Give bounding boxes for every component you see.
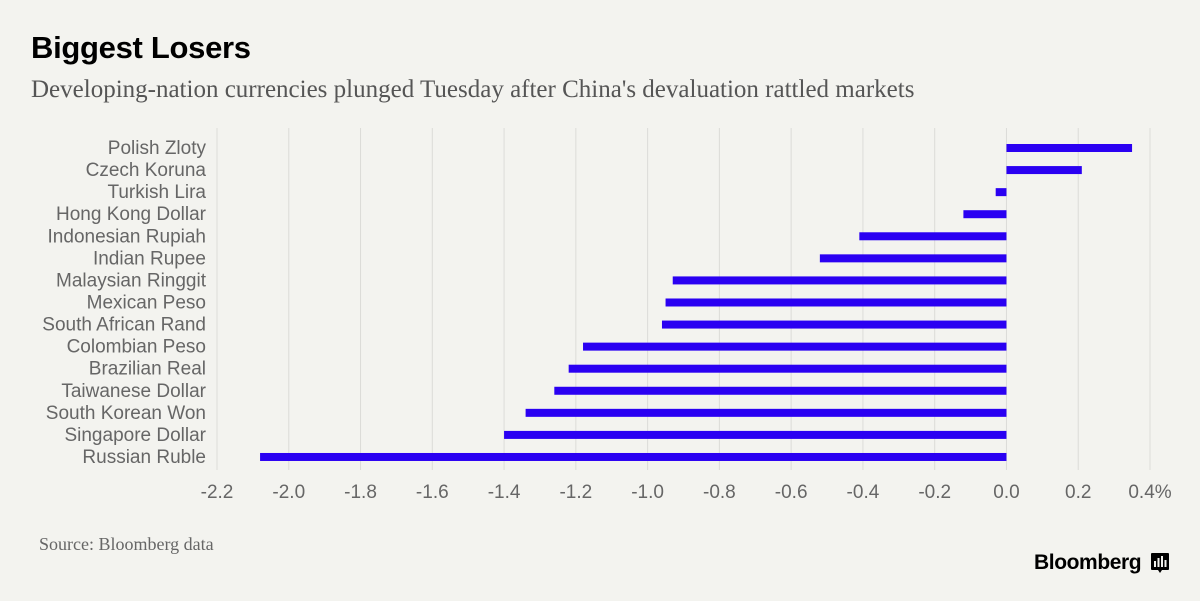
bar xyxy=(568,364,1007,373)
x-tick-label: -2.2 xyxy=(201,482,234,503)
x-tick-label: 0.4% xyxy=(1128,482,1171,503)
bar xyxy=(995,188,1007,197)
category-label: Turkish Lira xyxy=(107,182,206,203)
category-label: Mexican Peso xyxy=(87,292,206,313)
chart-title: Biggest Losers xyxy=(31,30,251,65)
category-label: Singapore Dollar xyxy=(64,425,206,446)
brand-logo: Bloomberg xyxy=(1034,551,1170,575)
x-tick-label: -1.6 xyxy=(416,482,449,503)
x-tick-label: -1.2 xyxy=(559,482,592,503)
category-label: Colombian Peso xyxy=(67,337,206,358)
chart-subtitle: Developing-nation currencies plunged Tue… xyxy=(31,76,915,103)
category-label: South Korean Won xyxy=(46,403,206,424)
category-label: Czech Koruna xyxy=(86,160,207,181)
bar xyxy=(525,408,1007,417)
x-tick-label: -2.0 xyxy=(272,482,305,503)
x-tick-label: -0.6 xyxy=(775,482,808,503)
bar xyxy=(583,342,1007,351)
source-note: Source: Bloomberg data xyxy=(39,534,214,554)
category-label: Hong Kong Dollar xyxy=(56,204,207,225)
bar xyxy=(665,298,1007,307)
bar xyxy=(260,452,1007,461)
x-tick-label: -0.2 xyxy=(918,482,951,503)
category-label: Taiwanese Dollar xyxy=(61,381,206,402)
bar xyxy=(859,232,1007,241)
category-label: Indonesian Rupiah xyxy=(48,226,206,247)
bar xyxy=(1006,144,1133,152)
bar xyxy=(963,210,1007,219)
x-tick-label: 0.2 xyxy=(1065,482,1091,503)
bar xyxy=(1006,166,1082,175)
bar xyxy=(554,386,1007,395)
x-tick-label: 0.0 xyxy=(993,482,1019,503)
bar xyxy=(661,320,1007,329)
bar xyxy=(672,276,1007,285)
category-label: Indian Rupee xyxy=(93,248,206,269)
x-tick-label: -1.4 xyxy=(488,482,521,503)
x-tick-label: -1.0 xyxy=(631,482,664,503)
category-label: South African Rand xyxy=(42,315,206,336)
category-label: Malaysian Ringgit xyxy=(56,270,207,291)
category-label: Russian Ruble xyxy=(82,447,206,468)
bar xyxy=(819,254,1007,263)
x-tick-label: -1.8 xyxy=(344,482,377,503)
bar xyxy=(504,430,1007,439)
category-label: Polish Zloty xyxy=(108,138,207,159)
brand-name: Bloomberg xyxy=(1034,551,1142,574)
category-label: Brazilian Real xyxy=(89,359,206,380)
x-tick-label: -0.8 xyxy=(703,482,736,503)
x-tick-label: -0.4 xyxy=(847,482,880,503)
bloomberg-chart-icon xyxy=(1151,553,1170,573)
